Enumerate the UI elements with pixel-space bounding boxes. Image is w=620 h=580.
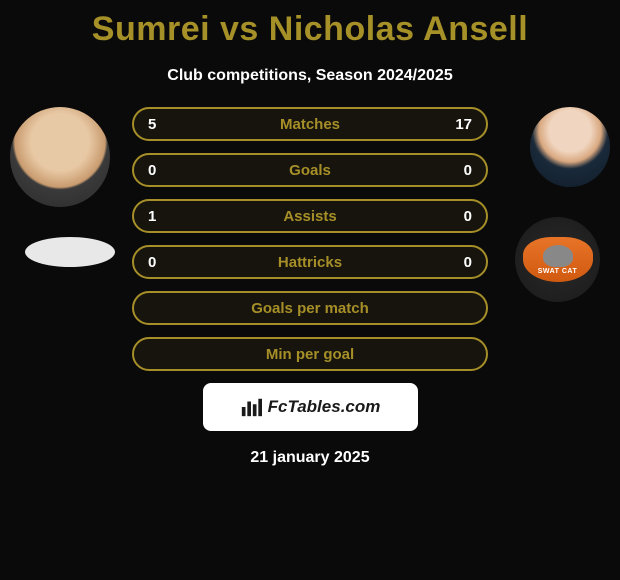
stat-right-value: 0: [444, 208, 472, 225]
stat-left-value: 0: [148, 254, 176, 271]
stat-row-min-per-goal: Min per goal: [132, 337, 488, 371]
badge-label: SWAT CAT: [538, 268, 578, 275]
stat-label: Matches: [176, 116, 444, 133]
badge-inner: SWAT CAT: [523, 237, 593, 282]
stat-row-hattricks: 0 Hattricks 0: [132, 245, 488, 279]
stat-left-value: 5: [148, 116, 176, 133]
comparison-panel: SWAT CAT 5 Matches 17 0 Goals 0 1 Assist…: [0, 107, 620, 467]
stat-row-goals-per-match: Goals per match: [132, 291, 488, 325]
stat-right-value: 0: [444, 254, 472, 271]
brand-text: FcTables.com: [268, 397, 381, 417]
stat-right-value: 0: [444, 162, 472, 179]
footer-date: 21 january 2025: [0, 449, 620, 467]
stat-right-value: 17: [444, 116, 472, 133]
subtitle: Club competitions, Season 2024/2025: [0, 67, 620, 85]
player-right-club-badge: SWAT CAT: [515, 217, 600, 302]
stat-row-matches: 5 Matches 17: [132, 107, 488, 141]
stat-label: Assists: [176, 208, 444, 225]
player-right-avatar: [530, 107, 610, 187]
stat-label: Min per goal: [176, 346, 444, 363]
stat-label: Hattricks: [176, 254, 444, 271]
stat-label: Goals per match: [176, 300, 444, 317]
bar-chart-icon: [240, 396, 262, 418]
stat-left-value: 0: [148, 162, 176, 179]
stat-row-assists: 1 Assists 0: [132, 199, 488, 233]
cat-icon: [543, 245, 573, 267]
brand-pill[interactable]: FcTables.com: [203, 383, 418, 431]
stat-left-value: 1: [148, 208, 176, 225]
stat-row-goals: 0 Goals 0: [132, 153, 488, 187]
page-title: Sumrei vs Nicholas Ansell: [0, 0, 620, 49]
player-left-club-badge: [25, 237, 115, 267]
stat-rows: 5 Matches 17 0 Goals 0 1 Assists 0 0 Hat…: [132, 107, 488, 371]
stat-label: Goals: [176, 162, 444, 179]
player-left-avatar: [10, 107, 110, 207]
